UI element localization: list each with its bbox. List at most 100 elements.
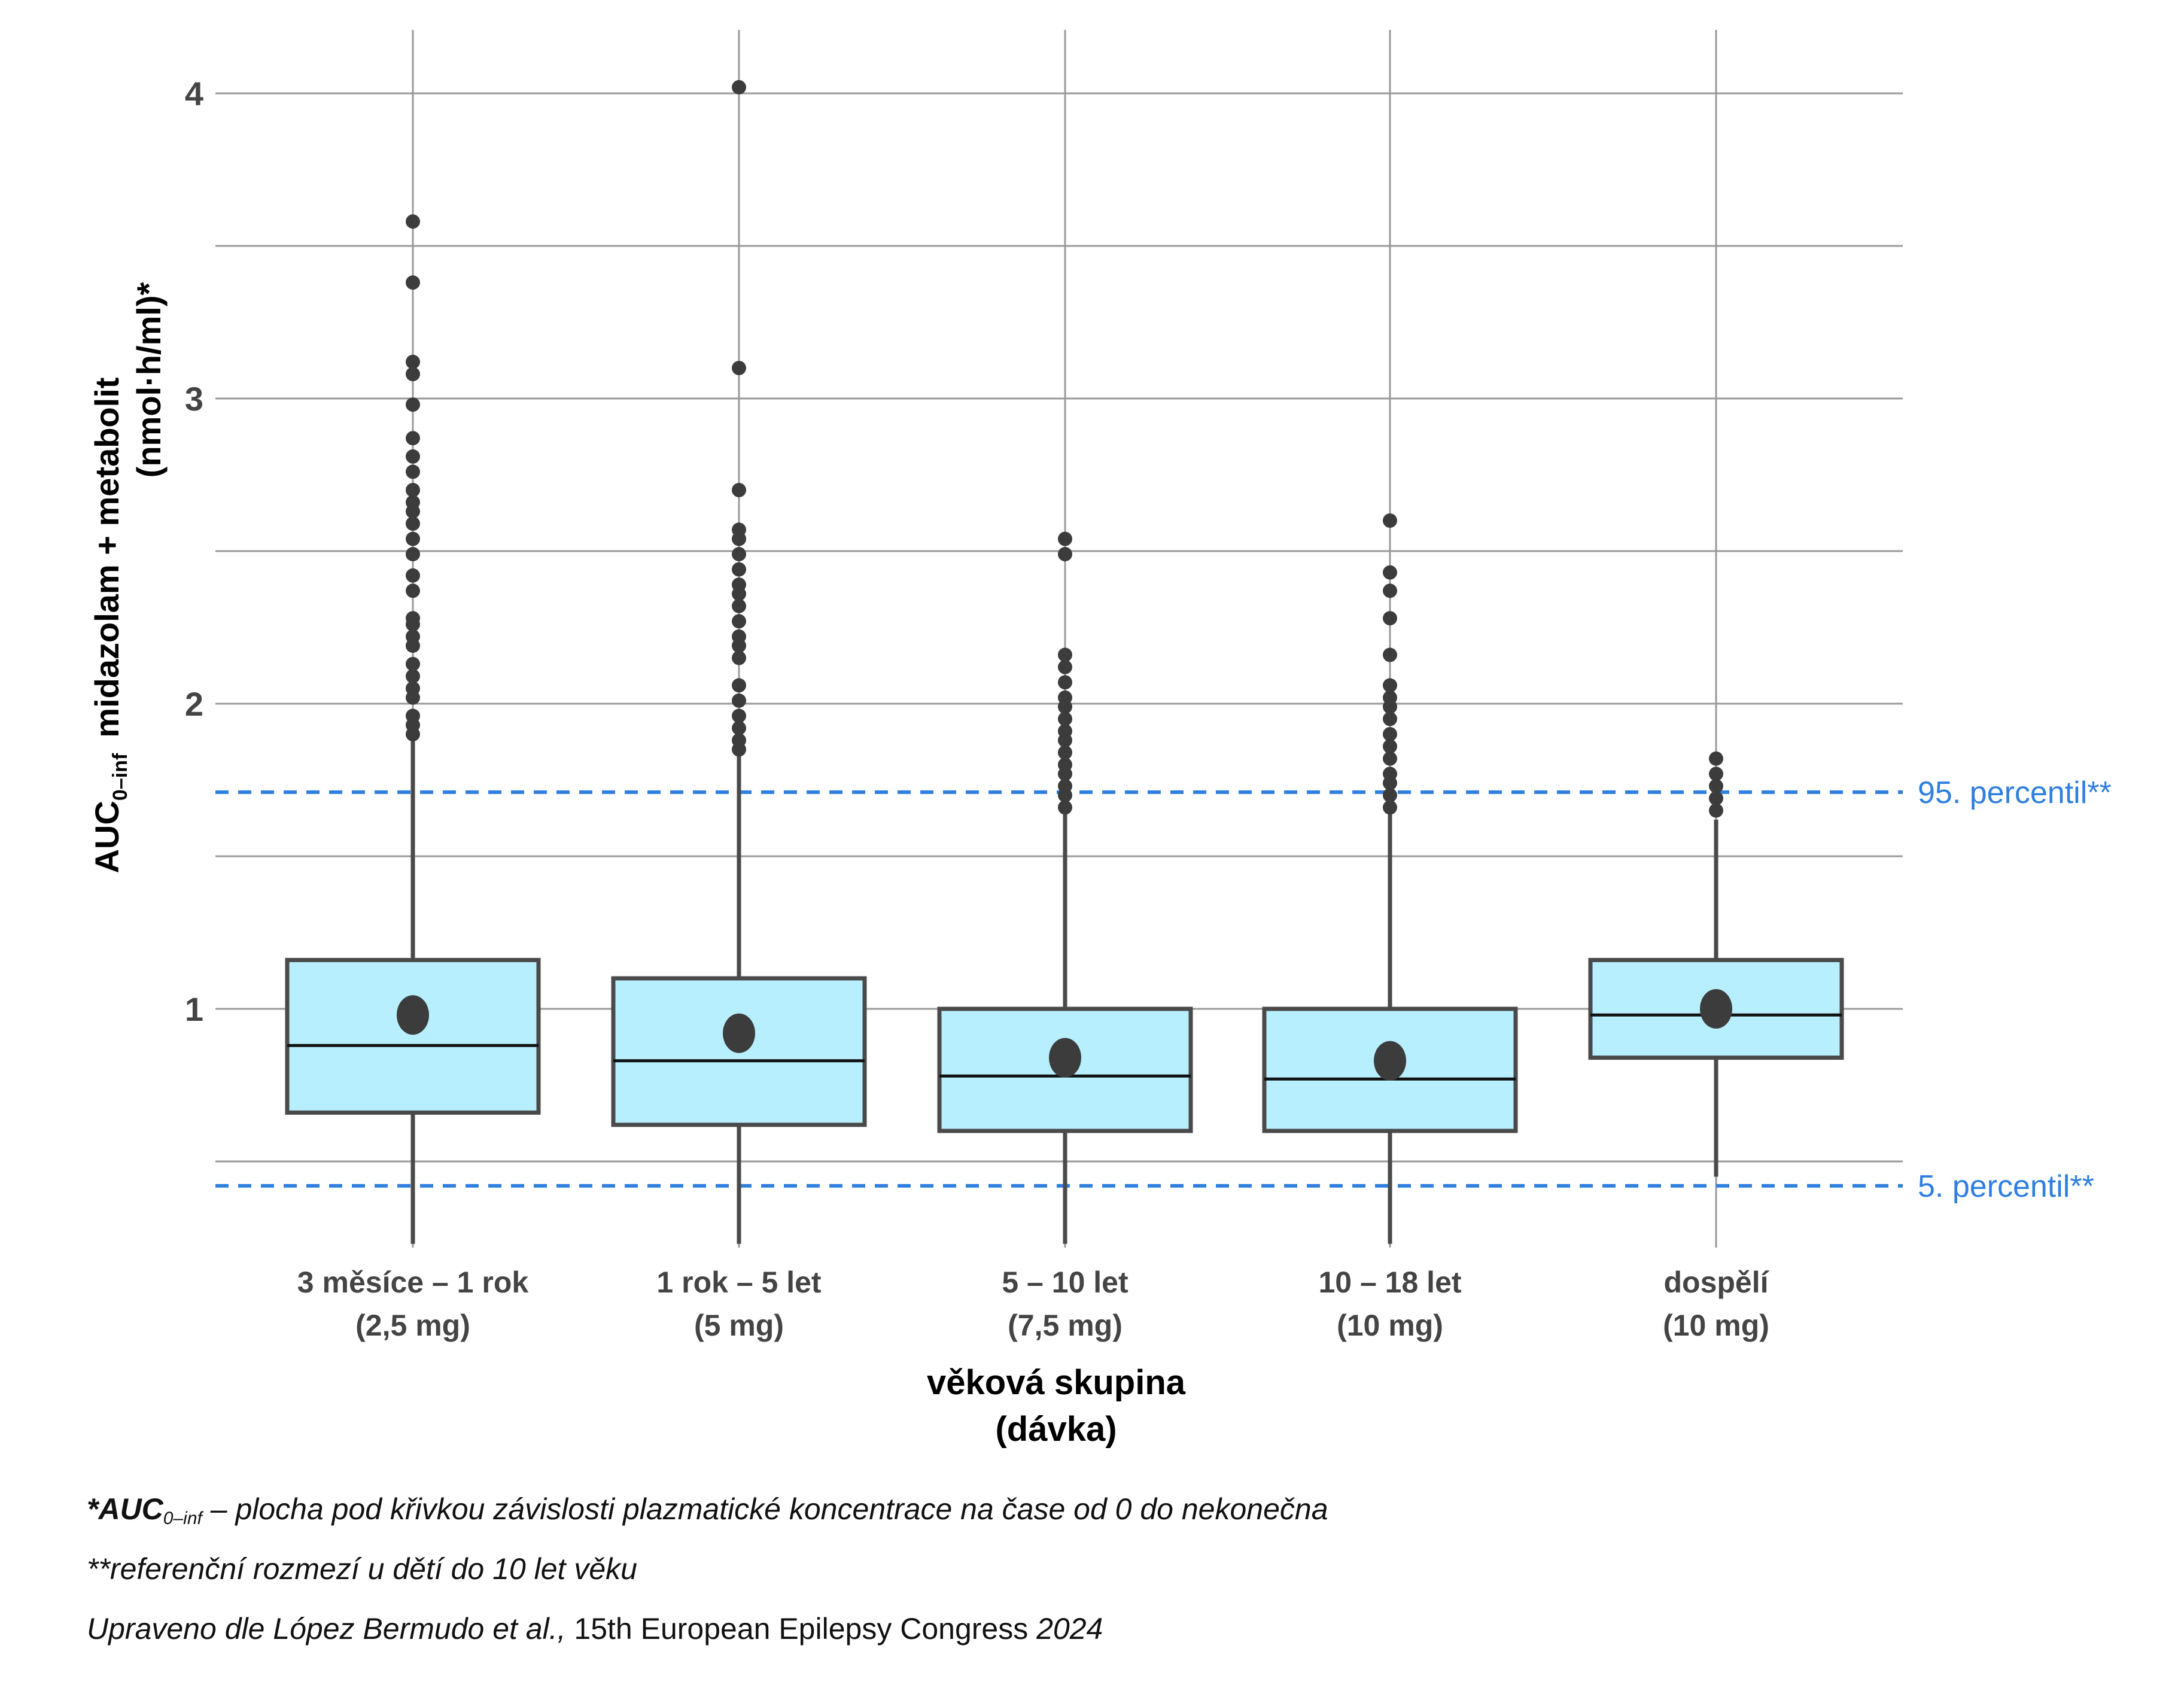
outlier-point [732, 80, 746, 95]
outlier-point [406, 583, 420, 598]
outlier-point [406, 367, 420, 382]
outlier-point [1383, 739, 1397, 754]
outlier-point [1058, 531, 1072, 546]
outlier-point [406, 449, 420, 464]
x-category-dose: (7,5 mg) [1008, 1309, 1123, 1342]
outlier-point [1383, 751, 1397, 766]
box-group [611, 80, 867, 1244]
outlier-point [732, 614, 746, 629]
outlier-point [406, 568, 420, 583]
outlier-point [1058, 723, 1072, 738]
outlier-point [406, 681, 420, 696]
reference-line-label: 95. percentil** [1918, 775, 2112, 810]
outlier-point [406, 397, 420, 412]
outlier-point [732, 562, 746, 577]
outlier-point [1383, 690, 1397, 705]
x-axis-label: věková skupina [927, 1363, 1186, 1402]
x-category-dose: (2,5 mg) [355, 1309, 470, 1342]
x-category-label: dospělí [1663, 1266, 1769, 1299]
box-body [1262, 1006, 1518, 1133]
outlier-point [732, 650, 746, 665]
outlier-point [732, 483, 746, 497]
outlier-point [1709, 791, 1723, 806]
outlier-point [1383, 711, 1397, 726]
outlier-point [1058, 800, 1072, 815]
x-axis-label-unit: (dávka) [995, 1410, 1117, 1449]
outlier-point [1058, 675, 1072, 690]
outlier-point [1709, 778, 1723, 793]
x-category-label: 10 – 18 let [1318, 1266, 1461, 1299]
outlier-point [406, 495, 420, 510]
outlier-point [1709, 803, 1723, 818]
x-category-label: 3 měsíce – 1 rok [297, 1266, 529, 1299]
outlier-point [1058, 778, 1072, 793]
box-body [285, 957, 541, 1115]
outlier-point [1383, 678, 1397, 693]
y-tick-labels: 1 2 3 4 [185, 75, 203, 1028]
y-tick-label: 2 [185, 685, 203, 723]
footnote-auc: *AUC0–inf – plocha pod křivkou závislost… [87, 1492, 1328, 1528]
outlier-point [732, 522, 746, 537]
box-group [937, 531, 1193, 1244]
outlier-point [1383, 565, 1397, 580]
y-tick-label: 4 [185, 75, 203, 112]
outlier-point [1058, 690, 1072, 705]
outlier-point [406, 669, 420, 684]
outlier-point [732, 547, 746, 562]
box-mean-marker [397, 995, 429, 1035]
y-axis-label-subscript: 0–inf [109, 753, 132, 801]
outlier-point [732, 629, 746, 644]
outlier-point [1058, 745, 1072, 760]
box-mean-marker [1700, 989, 1732, 1029]
outlier-point [1058, 659, 1072, 674]
outlier-point [406, 656, 420, 671]
y-axis-label-unit: (nmol·h/ml)* [130, 282, 168, 477]
y-tick-label: 3 [185, 380, 203, 418]
outlier-point [732, 678, 746, 693]
footnotes: *AUC0–inf – plocha pod křivkou závislost… [87, 1490, 2121, 1669]
footnote-auc-subscript: 0–inf [163, 1508, 202, 1528]
outlier-point [1383, 788, 1397, 802]
outlier-point [732, 598, 746, 613]
x-category-label: 5 – 10 let [1002, 1266, 1128, 1299]
outlier-point [732, 708, 746, 723]
x-category-labels: 3 měsíce – 1 rok (2,5 mg) 1 rok – 5 let (5 … [297, 1266, 1770, 1342]
outlier-point [1058, 547, 1072, 562]
outlier-point [1709, 751, 1723, 766]
x-category-dose: (5 mg) [694, 1309, 784, 1342]
outlier-point [406, 464, 420, 479]
x-category-dose: (10 mg) [1663, 1309, 1769, 1342]
outlier-point [1383, 647, 1397, 662]
box-mean-marker [723, 1013, 755, 1053]
outlier-point [1383, 583, 1397, 598]
outlier-point [406, 214, 420, 229]
outlier-point [1058, 647, 1072, 662]
outlier-point [732, 733, 746, 748]
box-mean-marker [1374, 1041, 1406, 1081]
outlier-point [1058, 758, 1072, 772]
outlier-point [732, 720, 746, 735]
x-category-label: 1 rok – 5 let [656, 1266, 821, 1299]
box-group [285, 214, 541, 1244]
footnote-reference-range: **referenční rozmezí u dětí do 10 let vě… [87, 1552, 637, 1586]
outlier-point [1383, 611, 1397, 626]
footnote-source: Upraveno dle López Bermudo et al., 15th … [87, 1612, 1103, 1646]
box-group [1262, 513, 1518, 1244]
box-mean-marker [1049, 1038, 1081, 1078]
box-plots [285, 80, 1844, 1244]
outlier-point [406, 516, 420, 531]
outlier-point [406, 354, 420, 369]
outlier-point [406, 431, 420, 446]
outlier-point [1383, 513, 1397, 528]
outlier-point [1383, 767, 1397, 781]
outlier-point [406, 611, 420, 626]
outlier-point [1383, 727, 1397, 741]
outlier-point [732, 361, 746, 375]
outlier-point [406, 531, 420, 546]
reference-line-label: 5. percentil** [1918, 1169, 2094, 1204]
x-category-dose: (10 mg) [1337, 1309, 1443, 1342]
box-group [1588, 751, 1844, 1177]
outlier-point [1383, 800, 1397, 815]
outlier-point [406, 275, 420, 290]
